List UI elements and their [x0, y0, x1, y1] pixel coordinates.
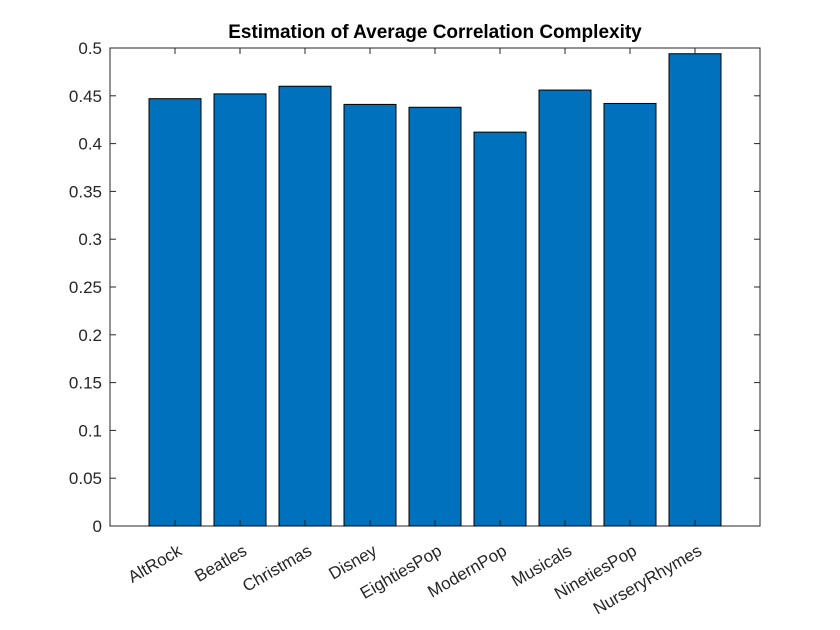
y-tick-label: 0 — [93, 517, 102, 536]
y-tick-label: 0.3 — [78, 230, 102, 249]
bar-disney — [343, 103, 397, 527]
bar-altrock — [148, 98, 202, 527]
y-tick-label: 0.45 — [69, 87, 102, 106]
bar-eightiespop — [408, 106, 462, 527]
bar-beatles — [213, 93, 267, 527]
bar-nurseryrhymes — [668, 53, 722, 527]
y-tick-label: 0.2 — [78, 326, 102, 345]
bars-group — [148, 53, 722, 527]
y-axis: 0 0.05 0.1 0.15 0.2 0.25 0.3 0.35 0.4 0.45 0.5 — [69, 39, 760, 536]
bar-christmas — [278, 85, 332, 527]
y-tick-label: 0.35 — [69, 182, 102, 201]
y-tick-label: 0.1 — [78, 421, 102, 440]
y-tick-label: 0.05 — [69, 469, 102, 488]
y-tick-label: 0.25 — [69, 278, 102, 297]
bar-musicals — [538, 89, 592, 527]
bar-modernpop — [473, 131, 527, 527]
y-tick-label: 0.4 — [78, 135, 102, 154]
y-tick-label: 0.15 — [69, 374, 102, 393]
bar-ninetiespop — [603, 102, 657, 527]
chart-title: Estimation of Average Correlation Comple… — [228, 22, 642, 43]
y-tick-label: 0.5 — [78, 39, 102, 58]
